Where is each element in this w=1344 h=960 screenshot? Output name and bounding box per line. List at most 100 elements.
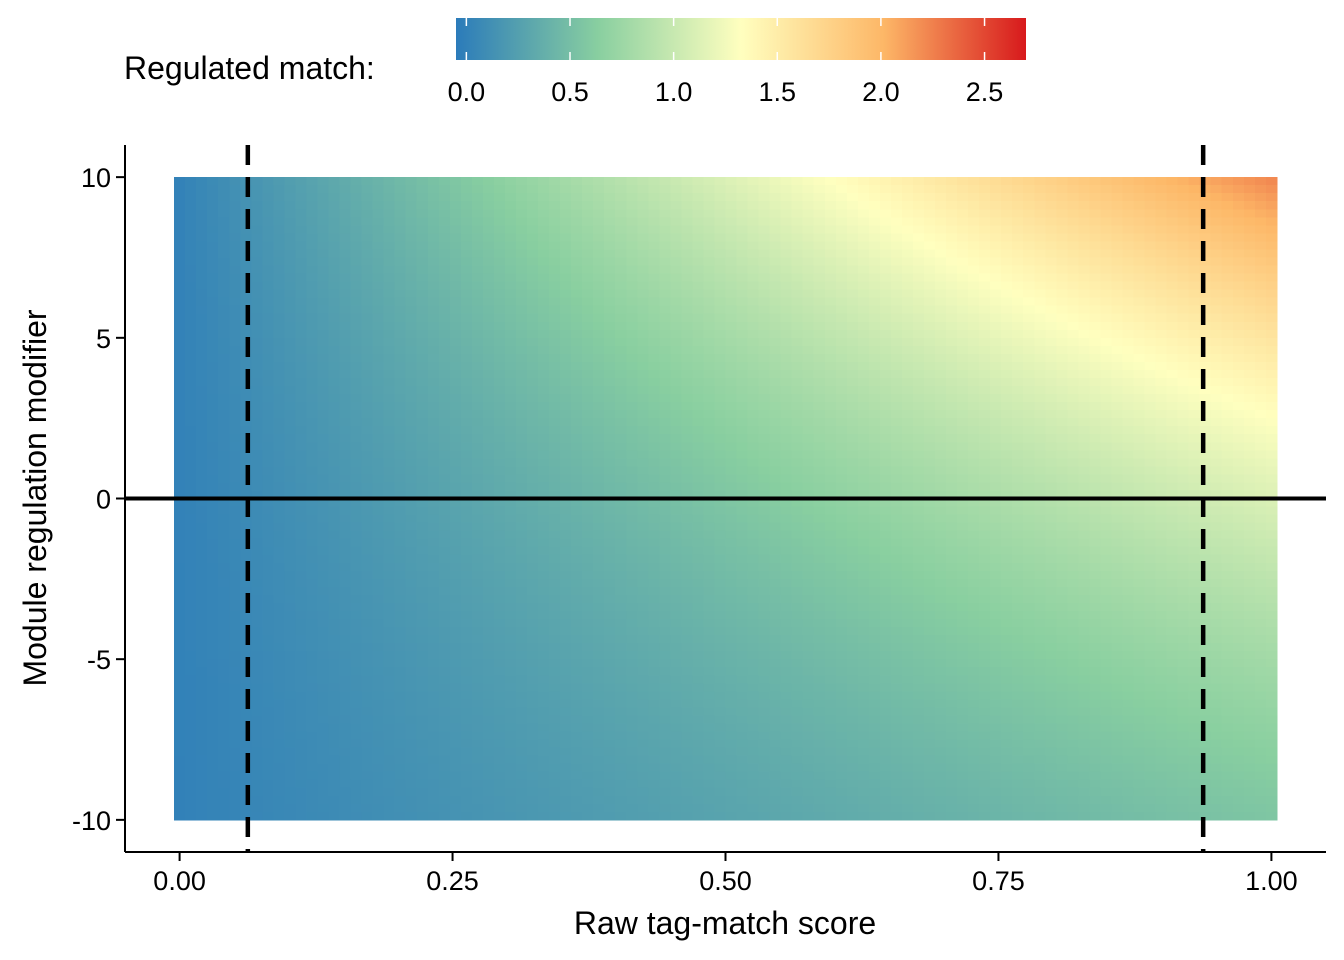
heatmap-cell xyxy=(1012,410,1024,419)
heatmap-cell xyxy=(1122,434,1135,443)
heatmap-cell xyxy=(560,522,572,532)
heatmap-cell xyxy=(637,570,649,580)
heatmap-cell xyxy=(703,498,716,508)
heatmap-cell xyxy=(1254,257,1267,267)
heatmap-cell xyxy=(229,426,241,435)
heatmap-cell xyxy=(394,353,407,363)
heatmap-cell xyxy=(1243,522,1256,532)
heatmap-cell xyxy=(780,225,793,234)
heatmap-cell xyxy=(879,289,892,299)
heatmap-cell xyxy=(361,289,374,299)
heatmap-cell xyxy=(383,394,396,403)
heatmap-cell xyxy=(703,570,716,580)
heatmap-cell xyxy=(460,217,473,226)
heatmap-cell xyxy=(284,466,297,475)
heatmap-cell xyxy=(802,233,815,243)
heatmap-cell xyxy=(394,337,407,347)
heatmap-cell xyxy=(1056,426,1068,435)
heatmap-cell xyxy=(317,426,330,435)
heatmap-cell xyxy=(637,418,649,427)
heatmap-cell xyxy=(1034,426,1046,435)
heatmap-cell xyxy=(968,209,980,218)
heatmap-cell xyxy=(912,498,925,508)
heatmap-cell xyxy=(438,345,451,355)
heatmap-cell xyxy=(350,386,363,395)
heatmap-cell xyxy=(207,225,219,234)
heatmap-cell xyxy=(736,273,749,283)
heatmap-cell xyxy=(350,474,363,484)
heatmap-cell xyxy=(218,265,230,275)
heatmap-cell xyxy=(979,402,991,411)
heatmap-cell xyxy=(1265,193,1278,202)
heatmap-cell xyxy=(1199,466,1212,475)
heatmap-cell xyxy=(262,321,274,331)
heatmap-cell xyxy=(923,305,936,315)
heatmap-cell xyxy=(196,289,208,299)
heatmap-cell xyxy=(626,506,638,516)
heatmap-cell xyxy=(405,514,418,524)
heatmap-cell xyxy=(361,377,374,387)
heatmap-cell xyxy=(1133,257,1146,267)
heatmap-cell xyxy=(416,361,429,371)
heatmap-cell xyxy=(813,361,826,371)
heatmap-cell xyxy=(1177,177,1190,186)
heatmap-cell xyxy=(207,305,219,315)
heatmap-cell xyxy=(394,522,407,532)
heatmap-cell xyxy=(615,361,627,371)
heatmap-cell xyxy=(350,410,363,419)
heatmap-cell xyxy=(1111,466,1124,475)
heatmap-cell xyxy=(1078,426,1091,435)
heatmap-cell xyxy=(1012,562,1024,572)
heatmap-cell xyxy=(295,345,308,355)
heatmap-cell xyxy=(968,233,980,243)
heatmap-cell xyxy=(549,225,561,234)
heatmap-cell xyxy=(1100,546,1113,556)
heatmap-cell xyxy=(174,554,186,564)
heatmap-cell xyxy=(1166,369,1179,379)
heatmap-cell xyxy=(923,289,936,299)
heatmap-cell xyxy=(791,369,804,379)
heatmap-cell xyxy=(946,474,958,484)
heatmap-cell xyxy=(802,562,815,572)
heatmap-cell xyxy=(835,506,848,516)
heatmap-cell xyxy=(1111,361,1124,371)
heatmap-cell xyxy=(527,313,539,323)
heatmap-cell xyxy=(1199,265,1212,275)
heatmap-cell xyxy=(306,217,319,226)
heatmap-cell xyxy=(339,410,352,419)
heatmap-cell xyxy=(791,297,804,307)
heatmap-cell xyxy=(923,418,936,427)
heatmap-cell xyxy=(515,402,528,411)
heatmap-cell xyxy=(383,377,396,387)
heatmap-cell xyxy=(1254,562,1267,572)
heatmap-cell xyxy=(1221,522,1234,532)
heatmap-cell xyxy=(637,177,649,186)
heatmap-cell xyxy=(1177,305,1190,315)
heatmap-cell xyxy=(692,329,705,339)
heatmap-cell xyxy=(1243,562,1256,572)
heatmap-cell xyxy=(846,233,859,243)
heatmap-cell xyxy=(1111,201,1124,210)
heatmap-cell xyxy=(1056,361,1068,371)
heatmap-cell xyxy=(1210,297,1223,307)
heatmap-cell xyxy=(549,482,561,492)
heatmap-cell xyxy=(1243,426,1256,435)
heatmap-cell xyxy=(681,394,694,403)
heatmap-cell xyxy=(990,177,1002,186)
heatmap-cell xyxy=(1056,305,1068,315)
heatmap-cell xyxy=(1001,434,1013,443)
heatmap-cell xyxy=(306,386,319,395)
heatmap-cell xyxy=(714,289,727,299)
heatmap-cell xyxy=(174,474,186,484)
heatmap-cell xyxy=(1067,458,1079,467)
heatmap-cell xyxy=(935,289,947,299)
heatmap-cell xyxy=(471,257,484,267)
heatmap-cell xyxy=(571,418,583,427)
heatmap-cell xyxy=(1177,193,1190,202)
heatmap-cell xyxy=(460,249,473,259)
heatmap-cell xyxy=(383,522,396,532)
heatmap-cell xyxy=(659,273,671,283)
heatmap-cell xyxy=(692,426,705,435)
heatmap-cell xyxy=(196,418,208,427)
heatmap-cell xyxy=(692,506,705,516)
